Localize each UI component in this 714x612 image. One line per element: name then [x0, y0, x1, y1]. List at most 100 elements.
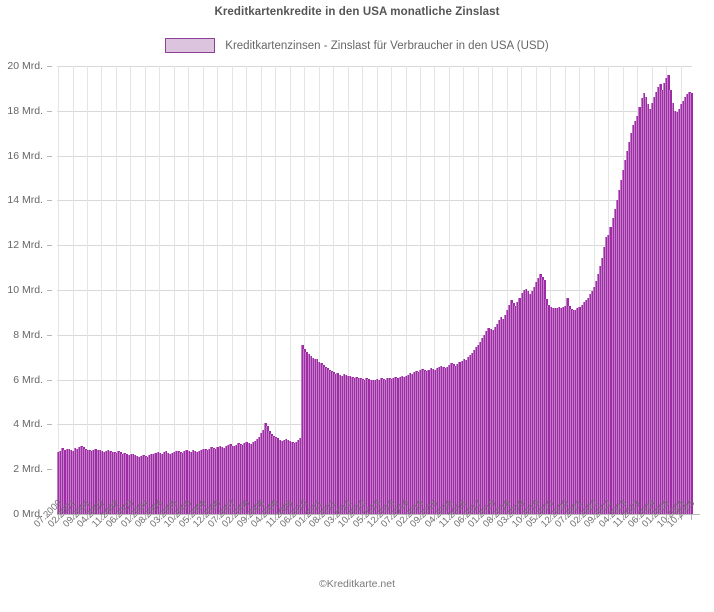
x-axis-tick-mark [593, 515, 595, 520]
y-axis-tick-mark [47, 469, 52, 471]
bar [280, 440, 284, 514]
bar [129, 453, 133, 514]
bar [404, 375, 408, 514]
gridline [521, 66, 523, 514]
bar [100, 450, 104, 514]
bar [539, 274, 542, 514]
x-axis-tick-mark [72, 515, 74, 520]
credit-label: ©Kreditkarte.net [318, 578, 396, 590]
x-axis-tick-mark [376, 515, 378, 520]
bar [69, 450, 73, 514]
bar [454, 365, 457, 514]
gridline [579, 66, 581, 514]
bar [611, 218, 615, 514]
bar [208, 448, 211, 514]
bar [584, 300, 588, 514]
gridline [58, 66, 60, 514]
bar [677, 108, 681, 514]
bar [495, 323, 499, 514]
bar [468, 354, 472, 514]
bar [332, 371, 335, 514]
x-axis-tick-mark [202, 515, 204, 520]
bar [357, 378, 360, 514]
bar [650, 102, 654, 514]
bar [324, 366, 327, 514]
legend-label: Kreditkartenzinsen - Zinslast für Verbra… [225, 39, 549, 52]
bar [255, 438, 259, 514]
bar [369, 380, 373, 514]
bar [115, 453, 118, 514]
bar [576, 307, 579, 514]
bar [396, 377, 400, 514]
bar [336, 372, 340, 514]
bar [168, 453, 172, 514]
bar [57, 452, 60, 514]
bar [199, 449, 203, 514]
bar [204, 449, 207, 514]
bar [518, 297, 522, 514]
x-axis-tick-mark [434, 515, 436, 520]
bar [92, 449, 95, 514]
y-axis-tick-mark [47, 334, 52, 336]
y-axis-tick-label: 6 Mrd. [13, 373, 43, 386]
bar [98, 449, 102, 514]
bar [582, 302, 586, 514]
bar [572, 310, 575, 514]
bar [415, 371, 418, 514]
bar [144, 456, 147, 514]
bar [665, 78, 668, 514]
bar [425, 371, 428, 514]
bar [222, 447, 226, 514]
gridline [564, 66, 566, 514]
bar [353, 377, 356, 514]
gridline [246, 66, 248, 514]
x-axis-line [57, 514, 700, 515]
bar [648, 108, 652, 514]
bar [470, 352, 474, 514]
y-axis-tick-label: 16 Mrd. [7, 149, 43, 162]
bar [607, 235, 611, 514]
bar [673, 110, 677, 514]
bar [586, 297, 590, 514]
bar [541, 276, 544, 514]
bar [156, 451, 160, 514]
bar [197, 450, 201, 514]
gridline [289, 66, 291, 514]
bar [111, 451, 114, 514]
bar [79, 445, 83, 514]
bar [177, 451, 180, 514]
gridline [217, 66, 219, 514]
bar [634, 120, 637, 514]
bar [206, 449, 209, 514]
bar [125, 453, 129, 514]
bar [669, 89, 673, 514]
bar [599, 266, 602, 514]
y-axis-tick-mark [47, 424, 52, 426]
legend-swatch [165, 38, 216, 53]
bar [464, 359, 468, 514]
bar [510, 300, 513, 514]
bar [290, 442, 294, 514]
y-axis-tick-mark [47, 290, 52, 291]
bar [580, 304, 584, 514]
bar-series [57, 66, 693, 514]
bar [690, 92, 693, 514]
bar [601, 257, 604, 514]
bar [328, 369, 331, 514]
bar [603, 247, 606, 514]
bar [288, 441, 292, 514]
bar [493, 326, 497, 514]
bar [456, 363, 460, 514]
bar [412, 372, 416, 514]
bar [63, 449, 67, 514]
bar [654, 91, 658, 514]
x-axis-tick-mark [680, 515, 682, 520]
bar [230, 445, 234, 514]
bar [621, 170, 625, 514]
bar [433, 370, 437, 514]
gridline [57, 66, 692, 67]
x-axis-tick-mark [651, 515, 653, 520]
bar [406, 374, 410, 514]
x-axis-tick-mark [579, 515, 581, 520]
